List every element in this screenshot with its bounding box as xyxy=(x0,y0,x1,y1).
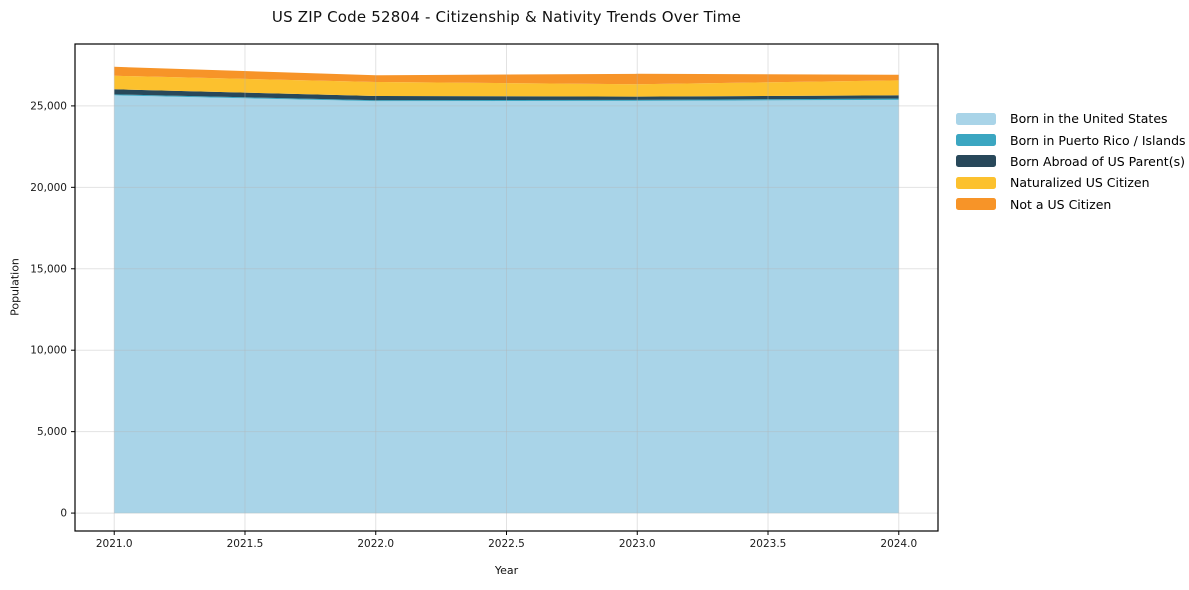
legend-swatch-icon xyxy=(956,134,996,147)
area-series-3 xyxy=(114,75,899,97)
legend-item-2: Born Abroad of US Parent(s) xyxy=(956,151,1186,172)
y-axis-label: Population xyxy=(8,258,22,316)
x-tick-label: 2022.0 xyxy=(357,538,394,550)
legend-label: Not a US Citizen xyxy=(1010,196,1112,212)
legend-swatch-icon xyxy=(956,155,996,168)
area-series-4 xyxy=(114,66,899,85)
legend-item-4: Not a US Citizen xyxy=(956,194,1186,215)
legend-swatch-icon xyxy=(956,176,996,189)
area-series-0 xyxy=(114,95,899,514)
area-series-2 xyxy=(114,89,899,101)
legend-item-0: Born in the United States xyxy=(956,108,1186,129)
legend-label: Naturalized US Citizen xyxy=(1010,175,1150,191)
area-series-1 xyxy=(114,94,899,102)
x-tick-label: 2024.0 xyxy=(880,538,917,550)
chart-title: US ZIP Code 52804 - Citizenship & Nativi… xyxy=(271,8,742,26)
legend-label: Born in Puerto Rico / Islands xyxy=(1010,132,1186,148)
legend-item-3: Naturalized US Citizen xyxy=(956,172,1186,193)
y-tick-label: 10,000 xyxy=(30,345,67,357)
legend-swatch-icon xyxy=(956,198,996,211)
legend-swatch-icon xyxy=(956,112,996,125)
y-tick-label: 15,000 xyxy=(30,263,67,275)
x-tick-label: 2022.5 xyxy=(488,538,525,550)
x-tick-label: 2023.0 xyxy=(619,538,656,550)
legend-label: Born Abroad of US Parent(s) xyxy=(1010,153,1185,169)
y-tick-label: 25,000 xyxy=(30,100,67,112)
legend-item-1: Born in Puerto Rico / Islands xyxy=(956,129,1186,150)
y-tick-label: 5,000 xyxy=(37,426,67,438)
legend-label: Born in the United States xyxy=(1010,111,1168,127)
y-tick-label: 0 xyxy=(60,508,67,520)
x-tick-label: 2023.5 xyxy=(750,538,787,550)
x-tick-label: 2021.0 xyxy=(96,538,133,550)
y-tick-label: 20,000 xyxy=(30,182,67,194)
x-tick-label: 2021.5 xyxy=(227,538,264,550)
x-axis-label: Year xyxy=(494,564,519,577)
legend: Born in the United States Born in Puerto … xyxy=(956,108,1186,215)
